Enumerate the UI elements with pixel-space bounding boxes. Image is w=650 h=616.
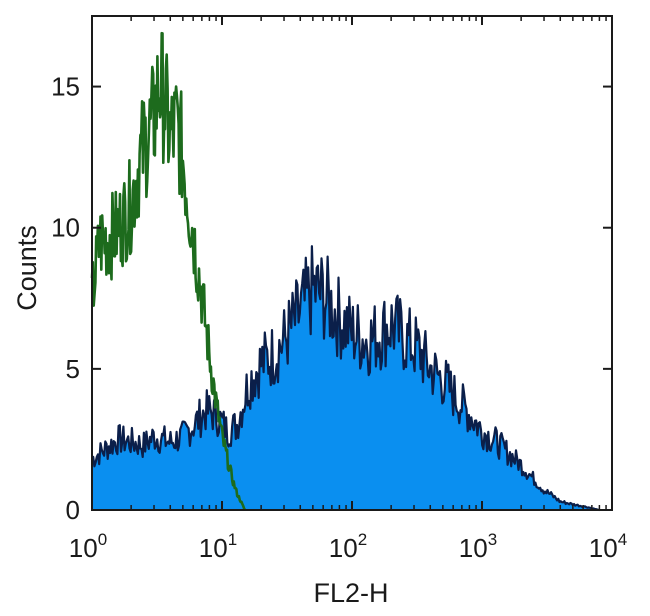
axes-layer	[91, 15, 613, 511]
histogram-fill-series-1	[92, 246, 600, 510]
y-tick-label-0: 0	[66, 495, 80, 525]
x-tick-label-2: 102	[329, 530, 367, 563]
x-tick-label-0: 100	[69, 530, 107, 563]
x-tick-label-4: 104	[589, 530, 627, 563]
x-axis-title: FL2-H	[313, 578, 388, 608]
x-tick-label-1: 101	[199, 530, 237, 563]
series-layer	[90, 31, 600, 512]
y-axis-title: Counts	[12, 225, 42, 311]
labels-layer: 100 101 102 103 104 0 5 10 15	[51, 72, 627, 563]
histogram-edge-series-1	[91, 245, 600, 512]
y-tick-label-1: 5	[66, 354, 80, 384]
x-tick-label-3: 103	[459, 530, 497, 563]
y-tick-label-2: 10	[51, 213, 80, 243]
y-tick-label-3: 15	[51, 72, 80, 102]
histogram-line-series-2	[90, 31, 247, 511]
